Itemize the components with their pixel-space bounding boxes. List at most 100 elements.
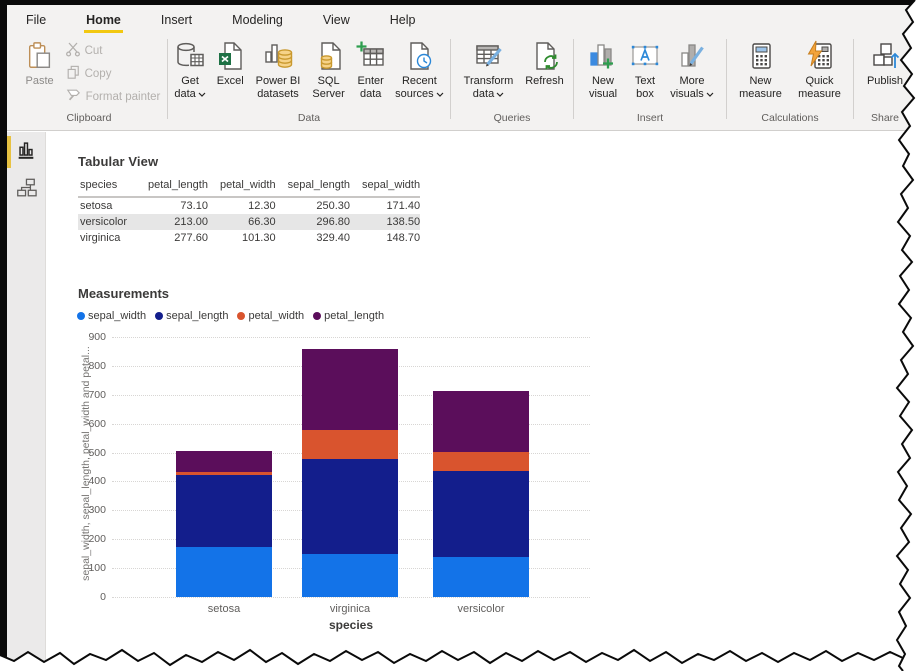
quick-measure-button[interactable]: Quick measure [791,36,849,101]
stacked-bar-virginica[interactable] [302,349,398,597]
bar-segment-sepal_width[interactable] [433,557,529,597]
transform-data-button[interactable]: Transform data [457,36,521,101]
group-label-share: Share [856,111,914,129]
tab-home[interactable]: Home [84,12,123,33]
legend-item[interactable]: petal_length [313,310,384,322]
ribbon-body: Paste Cut [7,33,922,129]
copy-label: Copy [85,68,112,80]
tab-modeling[interactable]: Modeling [230,12,285,33]
bar-segment-sepal_length[interactable] [302,459,398,554]
ribbon: File Home Insert Modeling View Help [7,5,922,131]
sql-server-button[interactable]: SQL Server [307,36,351,101]
get-data-button[interactable]: Get data [170,36,210,101]
recent-sources-button[interactable]: Recent sources [391,36,448,101]
model-view-button[interactable] [7,170,45,208]
table-cell-value: 171.40 [350,197,420,214]
enter-data-button[interactable]: Enter data [352,36,390,101]
new-visual-button[interactable]: New visual [581,36,625,101]
powerbi-datasets-label: Power BI datasets [251,75,304,101]
tab-insert[interactable]: Insert [159,12,194,33]
new-measure-button[interactable]: New measure [732,36,790,101]
group-share: Publish Share [856,34,914,129]
bar-segment-sepal_width[interactable] [302,554,398,597]
excel-label: Excel [217,75,244,88]
publish-icon [869,38,901,74]
group-clipboard: Paste Cut [13,34,165,129]
text-box-button[interactable]: Text box [626,36,664,101]
bar-segment-sepal_length[interactable] [176,475,272,547]
tab-file[interactable]: File [24,12,48,33]
legend-item[interactable]: sepal_width [77,310,146,322]
paste-button[interactable]: Paste [18,36,62,88]
table-cell-value: 148.70 [350,230,420,246]
bar-segment-petal_length[interactable] [302,349,398,429]
legend-dot-icon [77,312,85,320]
get-data-label: Get data [174,75,199,100]
bar-segment-sepal_length[interactable] [433,471,529,557]
powerbi-window: File Home Insert Modeling View Help [0,0,922,671]
bar-chart-visual[interactable]: species setosavirginicaversicolor [112,330,590,630]
chart-y-axis: 0100200300400500600700800900 [62,330,106,630]
ribbon-divider [573,39,574,119]
table-cell-value: 296.80 [276,214,350,230]
table-cell-species: versicolor [78,214,136,230]
y-axis-tick-label: 200 [88,533,106,545]
bar-segment-petal_width[interactable] [433,452,529,471]
powerbi-datasets-button[interactable]: Power BI datasets [250,36,305,101]
format-painter-label: Format painter [86,91,161,103]
refresh-button[interactable]: Refresh [522,36,568,88]
y-axis-tick-label: 100 [88,562,106,574]
table-column-header[interactable]: petal_length [136,177,208,197]
report-view-button[interactable] [7,132,45,170]
cut-label: Cut [85,45,103,57]
get-data-icon [174,38,206,74]
y-axis-tick-label: 600 [88,418,106,430]
text-box-icon [628,38,662,74]
text-box-label: Text box [627,75,663,101]
y-axis-tick-label: 400 [88,475,106,487]
chevron-down-icon [496,92,504,97]
copy-icon [66,65,80,83]
recent-sources-label: Recent sources [395,75,437,100]
paste-icon [25,38,55,74]
group-queries: Transform data Refresh [453,34,571,129]
publish-button[interactable]: Publish [860,36,910,88]
bar-segment-petal_length[interactable] [176,451,272,472]
tab-view[interactable]: View [321,12,352,33]
powerbi-datasets-icon [262,38,294,74]
excel-button[interactable]: Excel [211,36,249,88]
bar-segment-petal_width[interactable] [302,430,398,459]
new-measure-label: New measure [733,75,789,101]
group-data: Get data Excel [170,34,448,129]
bar-segment-petal_length[interactable] [433,391,529,453]
table-row[interactable]: setosa73.1012.30250.30171.40 [78,197,420,214]
bar-segment-sepal_width[interactable] [176,547,272,597]
gridline [112,337,590,338]
legend-item[interactable]: sepal_length [155,310,228,322]
chevron-down-icon [436,92,444,97]
group-label-queries: Queries [453,111,571,129]
table-column-header[interactable]: sepal_length [276,177,350,197]
table-row[interactable]: virginica277.60101.30329.40148.70 [78,230,420,246]
table-column-header[interactable]: species [78,177,136,197]
group-label-clipboard: Clipboard [13,111,165,129]
more-visuals-button[interactable]: More visuals [665,36,719,101]
paste-label: Paste [26,75,54,88]
legend-dot-icon [313,312,321,320]
stacked-bar-versicolor[interactable] [433,391,529,597]
stacked-bar-setosa[interactable] [176,451,272,597]
table-visual[interactable]: Tabular View speciespetal_lengthpetal_wi… [78,154,420,246]
table-header-row: speciespetal_lengthpetal_widthsepal_leng… [78,177,420,197]
table-column-header[interactable]: petal_width [208,177,276,197]
table-cell-value: 66.30 [208,214,276,230]
report-view-icon [15,139,37,164]
enter-data-icon [355,38,387,74]
table-cell-species: setosa [78,197,136,214]
table-row[interactable]: versicolor213.0066.30296.80138.50 [78,214,420,230]
tab-help[interactable]: Help [388,12,418,33]
legend-label: petal_length [324,310,384,322]
legend-item[interactable]: petal_width [237,310,304,322]
clipboard-small-buttons: Cut Copy [66,36,161,105]
window-border-left [0,0,7,671]
table-column-header[interactable]: sepal_width [350,177,420,197]
